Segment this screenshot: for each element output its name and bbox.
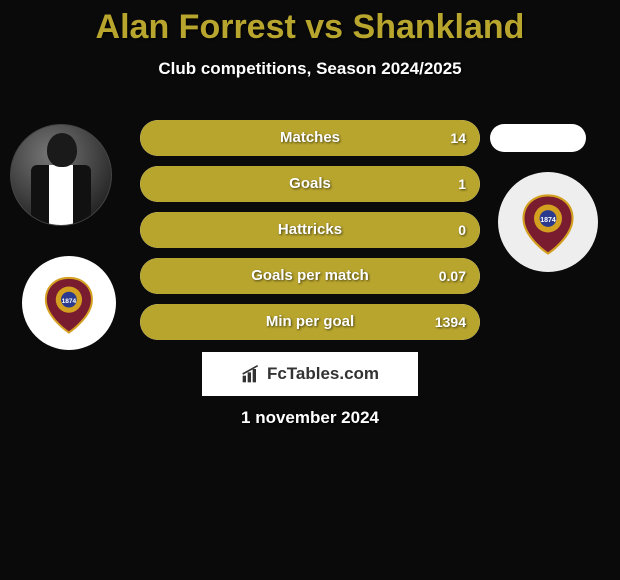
club-crest-right: 1874 [498,172,598,272]
player-avatar-right [490,124,586,152]
bar-label: Goals per match [140,258,480,294]
stat-bar: Min per goal 1394 [140,304,480,340]
club-crest-left: 1874 [22,256,116,350]
stat-bar: Hattricks 0 [140,212,480,248]
stat-bar: Matches 14 [140,120,480,156]
svg-text:1874: 1874 [540,217,556,224]
crest-icon: 1874 [36,270,102,336]
bar-value: 0.07 [439,258,466,294]
infographic-container: Alan Forrest vs Shankland Club competiti… [0,0,620,580]
stat-bars: Matches 14 Goals 1 Hattricks 0 Goals per… [140,120,480,350]
chart-icon [241,364,261,384]
subtitle: Club competitions, Season 2024/2025 [0,59,620,79]
bar-label: Hattricks [140,212,480,248]
bar-value: 0 [458,212,466,248]
stat-bar: Goals 1 [140,166,480,202]
player-avatar-left [10,124,112,226]
page-title: Alan Forrest vs Shankland [0,0,620,47]
crest-icon: 1874 [513,187,583,257]
bar-label: Goals [140,166,480,202]
bar-value: 1394 [435,304,466,340]
bar-value: 1 [458,166,466,202]
svg-text:1874: 1874 [62,298,77,305]
stat-bar: Goals per match 0.07 [140,258,480,294]
bar-label: Min per goal [140,304,480,340]
bar-value: 14 [450,120,466,156]
date-label: 1 november 2024 [0,408,620,428]
brand-label: FcTables.com [267,364,379,384]
bar-label: Matches [140,120,480,156]
brand-box: FcTables.com [202,352,418,396]
